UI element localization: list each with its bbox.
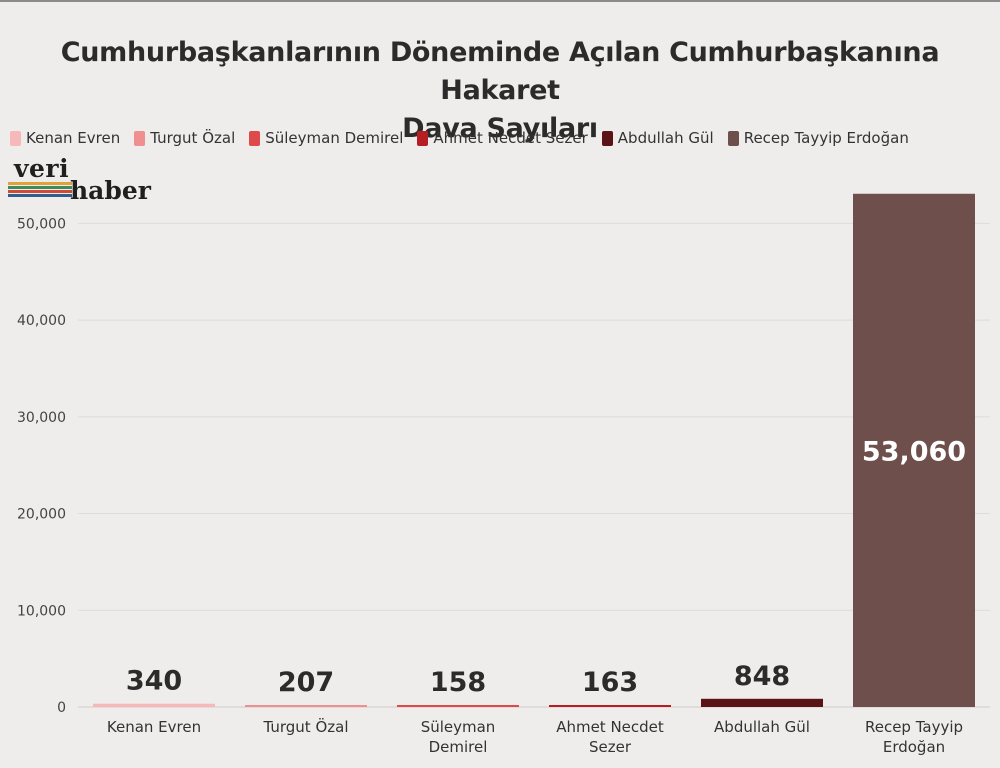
- legend-swatch: [249, 130, 261, 146]
- bar: [701, 698, 823, 707]
- chart-title-line-1: Cumhurbaşkanlarının Döneminde Açılan Cum…: [60, 37, 940, 106]
- legend-item[interactable]: Abdullah Gül: [601, 129, 714, 147]
- legend-item[interactable]: Süleyman Demirel: [249, 129, 403, 147]
- bar-value-label: 340: [126, 666, 182, 697]
- legend-label: Turgut Özal: [150, 129, 236, 147]
- top-border: [0, 0, 1000, 2]
- legend-label: Recep Tayyip Erdoğan: [743, 129, 909, 147]
- bar-value-label: 848: [734, 661, 790, 692]
- legend-swatch: [417, 130, 429, 146]
- x-tick-label: Kenan Evren: [107, 718, 201, 736]
- legend-item[interactable]: Recep Tayyip Erdoğan: [727, 129, 909, 147]
- y-tick-label: 40,000: [17, 313, 66, 329]
- legend-label: Süleyman Demirel: [265, 129, 404, 147]
- x-tick-label: Erdoğan: [883, 738, 945, 756]
- bar: [549, 705, 671, 707]
- y-tick-label: 0: [57, 700, 66, 716]
- y-tick-label: 30,000: [17, 410, 66, 426]
- bar: [397, 705, 519, 707]
- legend-item[interactable]: Kenan Evren: [10, 129, 120, 147]
- bar-value-label: 158: [430, 667, 486, 698]
- bar: [93, 703, 215, 707]
- legend-swatch: [601, 130, 613, 146]
- bar: [245, 704, 367, 707]
- bar-value-label: 53,060: [862, 436, 966, 467]
- legend-label: Abdullah Gül: [617, 129, 714, 147]
- logo-stripe: [8, 194, 72, 197]
- chart-title-line-2: Dava Sayıları: [402, 113, 598, 144]
- legend-item[interactable]: Ahmet Necdet Sezer: [417, 129, 588, 147]
- x-tick-label: Abdullah Gül: [714, 718, 810, 736]
- chart-legend: Kenan Evren Turgut Özal Süleyman Demirel Ah…: [10, 127, 923, 149]
- x-tick-label: Turgut Özal: [262, 717, 348, 736]
- chart-title: Cumhurbaşkanlarının Döneminde Açılan Cum…: [0, 34, 1000, 148]
- logo-word-haber: haber: [70, 176, 151, 205]
- x-tick-label: Süleyman: [421, 718, 496, 736]
- y-tick-label: 50,000: [17, 216, 66, 232]
- legend-label: Ahmet Necdet Sezer: [433, 129, 588, 147]
- bar-value-label: 207: [278, 667, 334, 698]
- legend-swatch: [727, 130, 739, 146]
- legend-item[interactable]: Turgut Özal: [134, 129, 235, 147]
- veri-haber-logo: veri haber: [8, 154, 160, 206]
- legend-label: Kenan Evren: [26, 129, 121, 147]
- bar-value-label: 163: [582, 667, 638, 698]
- x-tick-label: Recep Tayyip: [865, 718, 963, 736]
- legend-swatch: [10, 130, 21, 146]
- logo-word-veri: veri: [14, 154, 70, 183]
- bar: [853, 193, 975, 708]
- x-tick-label: Demirel: [429, 738, 488, 756]
- x-tick-label: Sezer: [589, 738, 632, 756]
- logo-stripe: [8, 190, 72, 193]
- legend-swatch: [134, 130, 146, 146]
- logo-stripe: [8, 186, 72, 189]
- y-tick-label: 20,000: [17, 507, 66, 523]
- y-tick-label: 10,000: [17, 603, 66, 619]
- logo-stripe: [8, 182, 72, 185]
- x-tick-label: Ahmet Necdet: [556, 718, 664, 736]
